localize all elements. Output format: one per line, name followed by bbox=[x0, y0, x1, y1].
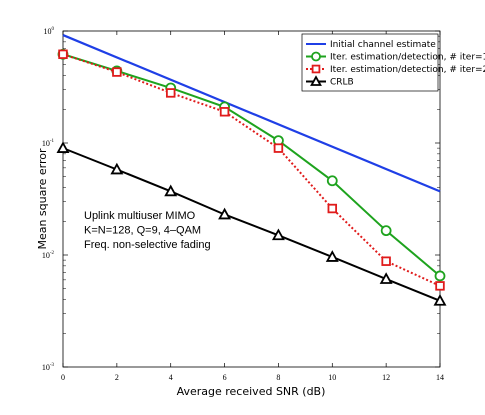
data-point bbox=[164, 184, 178, 197]
x-tick-label: 4 bbox=[169, 373, 173, 382]
legend-label: Iter. estimation/detection, # iter=1 bbox=[330, 53, 485, 63]
y-tick-label: 10-3 bbox=[42, 363, 55, 372]
legend: Initial channel estimate Iter. estimation… bbox=[301, 33, 485, 92]
legend-label: Iter. estimation/detection, # iter=2 bbox=[330, 65, 485, 75]
data-point bbox=[218, 207, 232, 220]
y-tick-label: 100 bbox=[44, 27, 55, 36]
series-3 bbox=[56, 141, 447, 306]
legend-label: Initial channel estimate bbox=[330, 40, 436, 50]
data-series bbox=[56, 34, 447, 306]
x-tick-label: 12 bbox=[382, 373, 390, 382]
x-tick-label: 0 bbox=[61, 373, 65, 382]
data-point bbox=[110, 162, 124, 175]
data-point bbox=[433, 293, 447, 306]
legend-label: CRLB bbox=[330, 78, 354, 88]
data-point bbox=[380, 225, 392, 237]
data-point bbox=[379, 272, 393, 284]
annotation-line: Freq. non-selective fading bbox=[84, 239, 211, 251]
data-point bbox=[56, 141, 70, 153]
y-tick-label: 10-2 bbox=[42, 251, 55, 260]
legend-swatch-marker bbox=[310, 75, 322, 86]
x-tick-label: 6 bbox=[223, 373, 227, 382]
x-tick-label: 2 bbox=[115, 373, 119, 382]
series-line bbox=[62, 34, 441, 193]
data-point bbox=[434, 270, 446, 282]
data-point bbox=[219, 107, 230, 117]
data-point bbox=[381, 256, 391, 266]
y-tick-exponent: -1 bbox=[50, 139, 55, 144]
y-tick-base: 10 bbox=[44, 27, 52, 36]
data-point bbox=[271, 228, 285, 241]
y-tick-label: 10-1 bbox=[42, 139, 55, 148]
x-axis-label: Average received SNR (dB) bbox=[177, 385, 326, 398]
y-tick-base: 10 bbox=[42, 251, 50, 260]
data-point bbox=[58, 49, 68, 59]
annotation-line: Uplink multiuser MIMO bbox=[84, 210, 196, 222]
annotation: Uplink multiuser MIMO K=N=128, Q=9, 4–QAM… bbox=[84, 210, 211, 251]
data-point bbox=[273, 143, 284, 153]
y-tick-exponent: -2 bbox=[50, 251, 55, 256]
legend-swatch-marker bbox=[311, 51, 321, 62]
y-tick-base: 10 bbox=[42, 363, 50, 372]
plot-area-frame bbox=[62, 30, 441, 368]
series-2 bbox=[58, 49, 445, 291]
data-point bbox=[435, 281, 445, 291]
y-axis-label: Mean square error bbox=[36, 148, 49, 250]
data-point bbox=[165, 88, 176, 98]
series-0 bbox=[62, 34, 441, 193]
x-tick-label: 10 bbox=[328, 373, 336, 382]
data-point bbox=[326, 175, 338, 187]
data-point bbox=[327, 203, 338, 214]
x-tick-label: 8 bbox=[276, 373, 280, 382]
legend-swatch-marker bbox=[311, 64, 321, 74]
x-tick-label: 14 bbox=[436, 373, 444, 382]
data-point bbox=[112, 67, 122, 77]
series-line bbox=[62, 53, 441, 277]
y-tick-exponent: -3 bbox=[50, 363, 55, 368]
y-tick-exponent: 0 bbox=[52, 27, 55, 32]
y-tick-base: 10 bbox=[42, 139, 50, 148]
annotation-line: K=N=128, Q=9, 4–QAM bbox=[84, 225, 201, 237]
data-point bbox=[325, 250, 339, 262]
series-line bbox=[62, 147, 441, 302]
